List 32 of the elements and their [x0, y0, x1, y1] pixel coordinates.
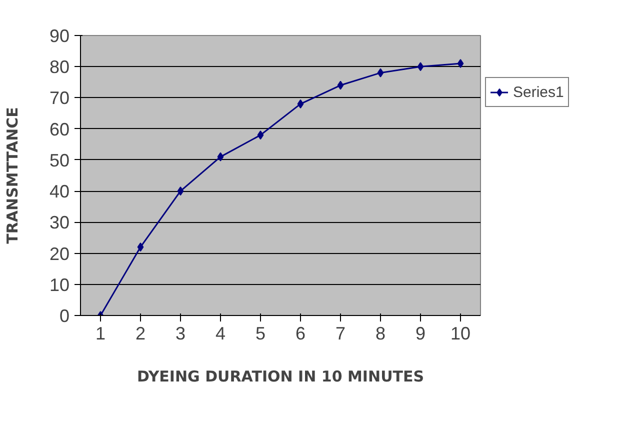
- x-tick-label: 3: [175, 324, 186, 344]
- point: [297, 99, 304, 108]
- y-tick-label: 40: [49, 182, 70, 202]
- x-axis-title: DYEING DURATION IN 10 MINUTES: [136, 368, 424, 386]
- x-tick-label: 5: [255, 324, 266, 344]
- point: [337, 80, 344, 90]
- point: [217, 152, 224, 162]
- point: [417, 62, 424, 72]
- point: [257, 130, 264, 140]
- y-tick-label: 70: [49, 88, 70, 108]
- y-tick-label: 20: [49, 244, 70, 264]
- legend-label: Series1: [513, 84, 564, 100]
- x-tick-label: 7: [335, 324, 346, 344]
- y-tick-label: 60: [49, 119, 70, 140]
- x-tick-label: 10: [450, 324, 471, 344]
- point: [457, 59, 464, 68]
- x-tick-label: 6: [295, 324, 306, 344]
- y-tick-label: 90: [49, 26, 70, 46]
- x-tick-label: 2: [135, 324, 146, 344]
- y-tick-label: 0: [59, 306, 70, 326]
- point: [137, 242, 144, 252]
- y-tick-label: 10: [49, 274, 70, 295]
- y-axis-title: TRANSMTTANCE: [3, 107, 22, 244]
- y-tick-label: 50: [49, 150, 70, 170]
- y-tick-label: 80: [49, 57, 70, 78]
- y-tick-label: 30: [49, 212, 70, 233]
- point: [377, 68, 384, 78]
- point: [177, 186, 184, 196]
- x-tick-label: 9: [415, 324, 426, 344]
- x-tick-label: 4: [215, 324, 226, 344]
- x-tick-label: 8: [375, 324, 386, 344]
- x-tick-label: 1: [95, 324, 106, 344]
